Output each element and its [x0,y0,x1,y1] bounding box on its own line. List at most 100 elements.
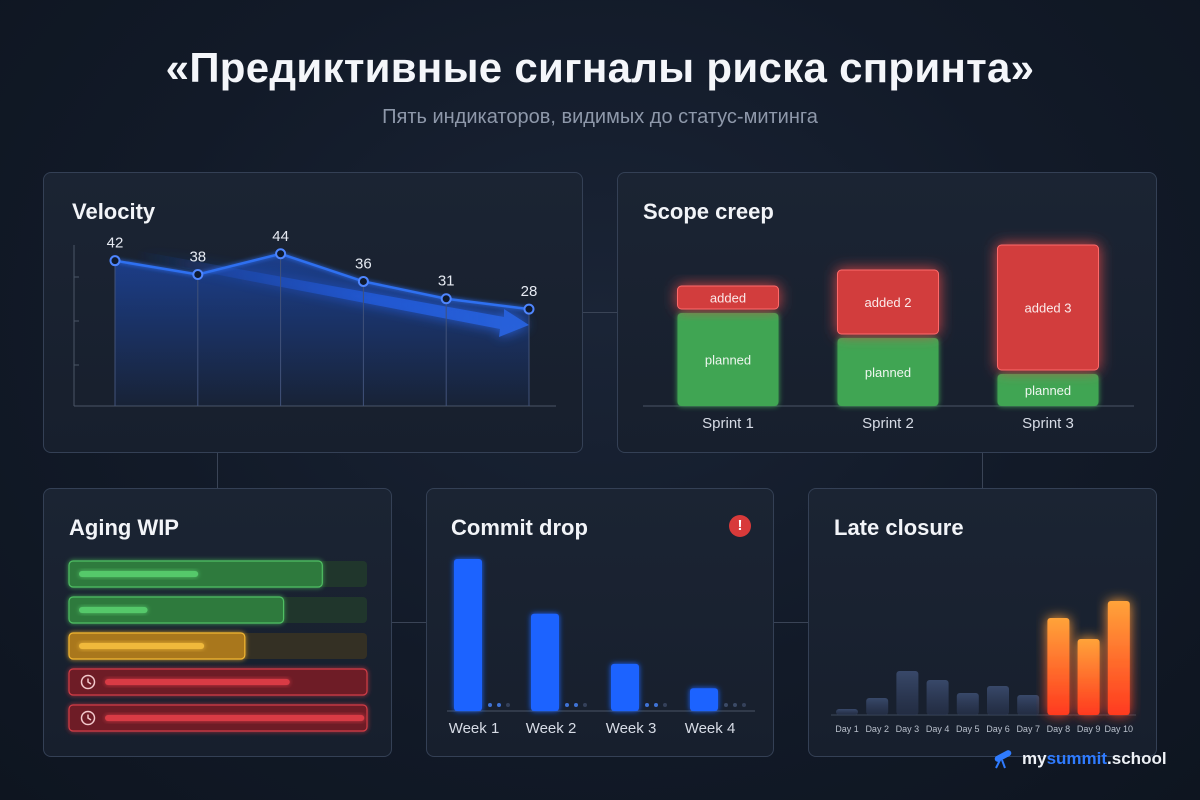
day-bar [1107,601,1130,715]
commit-drop-panel: Commit drop ! Week 1 Week 2 Week 3 Week 4 [426,488,774,757]
late-closure-panel: Late closure Day 1 Day 2 Day 3 Day 4 Day 5 Da… [808,488,1157,757]
connector [774,622,808,623]
category-label: Sprint 1 [702,415,754,432]
day-label: Day 5 [956,724,980,734]
commit-bar [690,688,718,711]
data-point [357,275,369,287]
day-bar [926,680,949,715]
added-bar [837,269,939,335]
commit-drop-chart: Week 1 Week 2 Week 3 Week 4 [447,559,755,737]
day-label: Day 6 [986,724,1010,734]
placeholder-dot [645,703,649,707]
planned-label: planned [1025,383,1071,398]
placeholder-dot [488,703,492,707]
day-label: Day 10 [1105,724,1134,734]
wip-inner-bar [79,643,205,649]
wip-inner-bar [79,607,148,613]
day-label: Day 8 [1047,724,1071,734]
planned-bar [837,338,939,406]
week-label: Week 4 [685,720,736,737]
added-bar [677,285,779,310]
placeholder-dot [724,703,728,707]
commit-bar [611,663,639,711]
aging-wip-panel: Aging WIP [43,488,392,757]
placeholder-dot [506,703,510,707]
velocity-area [115,253,529,406]
aging-wip-title: Aging WIP [69,515,179,540]
category-label: Sprint 3 [1022,415,1074,432]
commit-bar [454,559,482,711]
velocity-title: Velocity [72,199,156,224]
day-label: Day 2 [865,724,889,734]
placeholder-dot [654,703,658,707]
wip-inner-bar [79,571,199,577]
placeholder-dot [742,703,746,707]
day-bar [866,698,889,715]
scope-creep-panel: Scope creep planned added Sprint 1 planned a… [617,172,1157,453]
velocity-panel: Velocity 42 38 44 36 31 28 [43,172,583,453]
brand-text-summit: summit [1046,749,1108,768]
category-label: Sprint 2 [862,415,914,432]
scope-creep-chart: planned added Sprint 1 planned added 2 Sprint… [643,244,1134,432]
brand-text-my: my [1022,749,1047,768]
connector [217,453,218,488]
day-label: Day 3 [896,724,920,734]
placeholder-dot [663,703,667,707]
data-label: 42 [107,235,124,252]
placeholder-dot [733,703,737,707]
planned-bar [677,313,779,406]
connector [583,312,617,313]
placeholder-dot [565,703,569,707]
day-bar [1047,618,1070,715]
planned-label: planned [865,365,911,380]
scope-creep-title: Scope creep [643,199,774,224]
day-bar [896,671,919,715]
velocity-line [114,252,530,311]
data-label: 31 [438,273,455,290]
brand-logo: my summit .school [990,748,1167,770]
data-label: 44 [272,228,289,245]
commit-bar [531,613,559,711]
data-label: 38 [189,249,206,266]
placeholder-dot [583,703,587,707]
wip-inner-bar [105,679,290,685]
day-label: Day 1 [835,724,859,734]
data-label: 36 [355,255,372,272]
alert-icon: ! [729,515,751,537]
day-label: Day 4 [926,724,950,734]
week-label: Week 3 [606,720,657,737]
week-label: Week 2 [526,720,577,737]
added-label: added 3 [1025,301,1072,316]
connector [392,622,426,623]
connector [982,453,983,488]
data-point [192,269,204,281]
data-point [440,293,452,305]
day-bar [987,686,1009,715]
added-label: added 2 [865,295,912,310]
data-label: 28 [521,283,538,300]
planned-label: planned [705,353,751,368]
data-point [109,255,121,267]
commit-drop-title: Commit drop [451,515,588,540]
data-point [523,303,535,315]
added-label: added [710,291,746,306]
page-subtitle: Пять индикаторов, видимых до статус-мити… [382,106,818,128]
planned-bar [997,374,1099,406]
aging-wip-chart [68,560,368,732]
late-closure-title: Late closure [834,515,964,540]
brand-text-school: .school [1107,749,1167,768]
clock-icon [80,710,96,726]
day-bar [1017,695,1040,715]
page-title: «Предиктивные сигналы риска спринта» [165,44,1035,91]
day-label: Day 7 [1016,724,1040,734]
week-label: Week 1 [449,720,500,737]
telescope-icon [990,749,1016,769]
late-closure-chart: Day 1 Day 2 Day 3 Day 4 Day 5 Day 6 Day 7 Day 8… [831,601,1136,734]
day-bar [956,693,979,715]
velocity-chart: 42 38 44 36 31 28 [73,228,556,407]
added-bar [997,244,1099,371]
day-bar [836,709,858,715]
day-label: Day 9 [1077,724,1101,734]
clock-icon [80,674,96,690]
placeholder-dot [574,703,578,707]
